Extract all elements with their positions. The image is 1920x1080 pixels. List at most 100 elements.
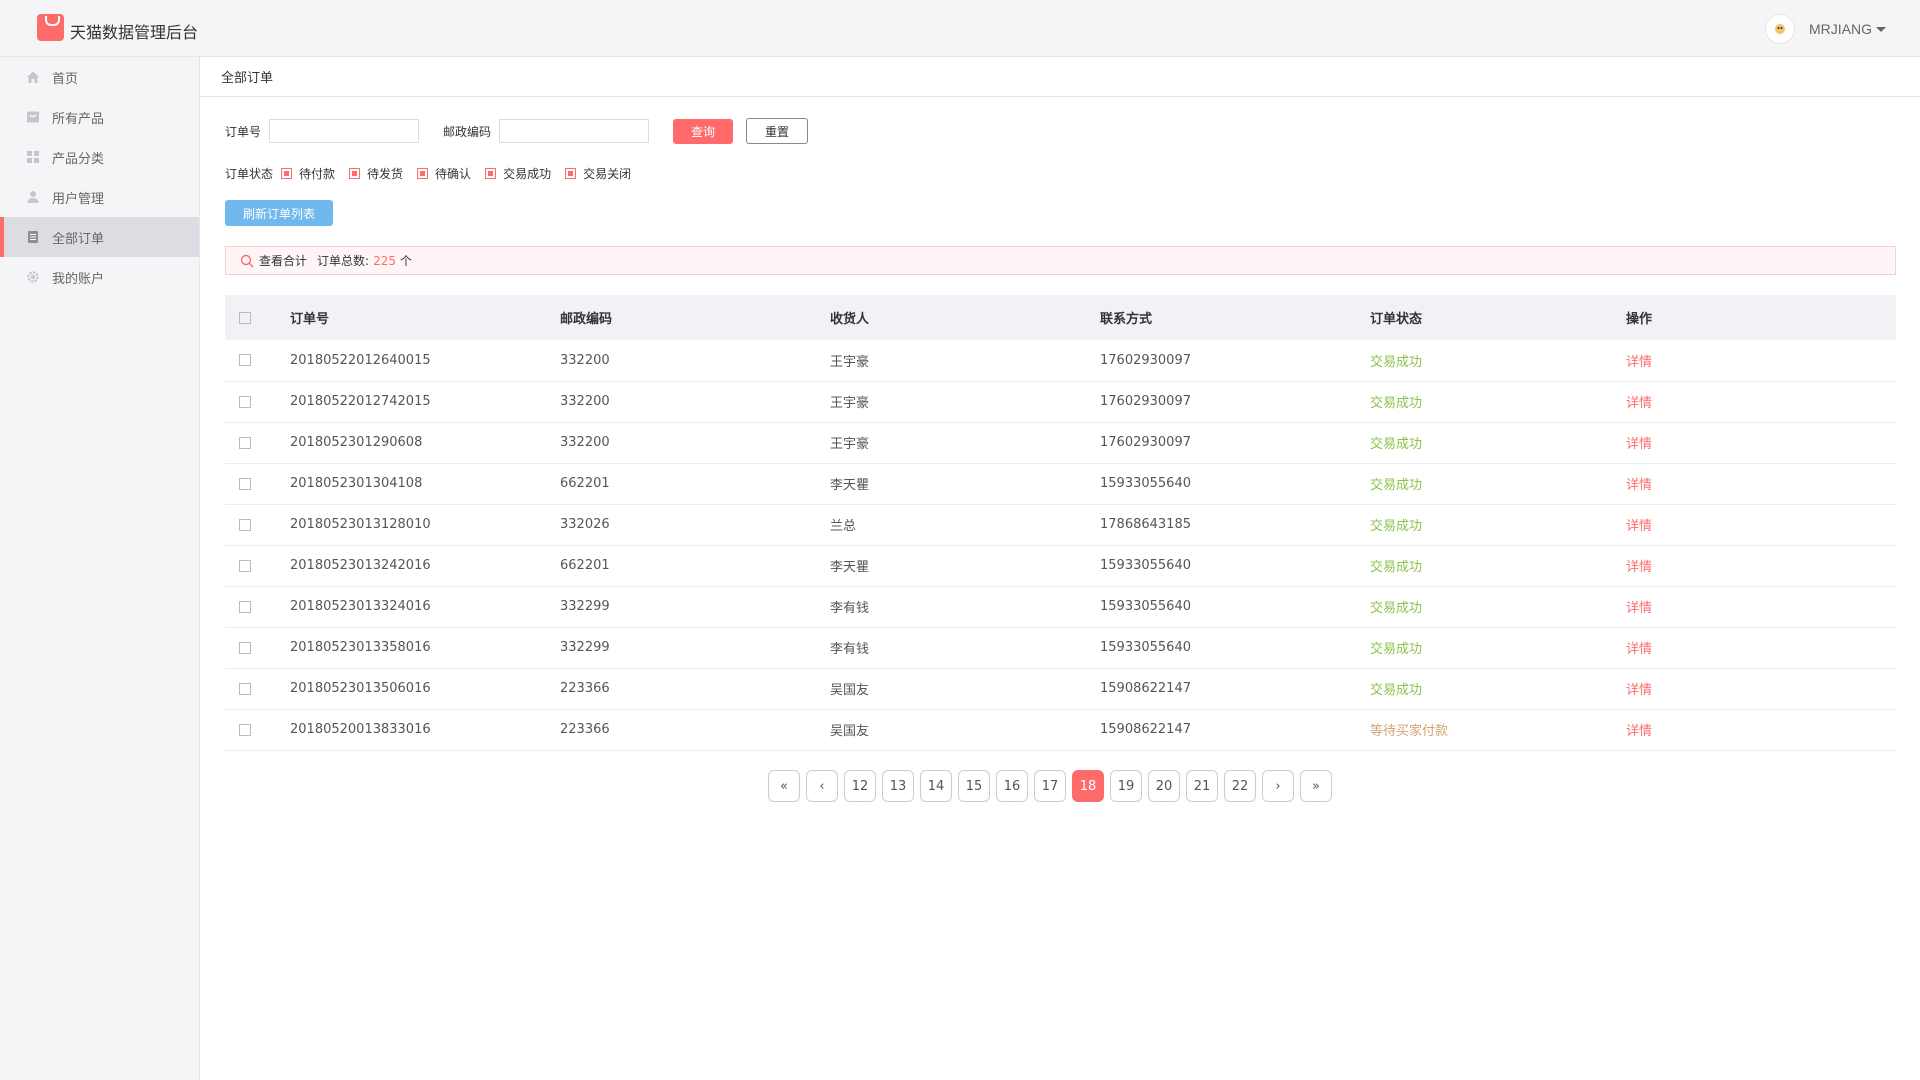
status-cell: 交易成功 — [1370, 683, 1423, 698]
detail-link[interactable]: 详情 — [1626, 683, 1653, 698]
sidebar-item-categories[interactable]: 产品分类 — [0, 137, 199, 177]
filter-form: 订单号 邮政编码 查询 重置 — [225, 118, 809, 144]
avatar-icon — [1775, 24, 1785, 34]
reset-button[interactable]: 重置 — [746, 118, 809, 144]
category-icon — [27, 151, 39, 163]
gear-icon — [27, 271, 39, 283]
detail-link[interactable]: 详情 — [1626, 724, 1653, 739]
zip-cell: 662201 — [560, 476, 610, 491]
caret-down-icon[interactable] — [1876, 26, 1886, 32]
prev-page-button[interactable]: ‹ — [806, 770, 838, 802]
avatar[interactable] — [1765, 14, 1795, 44]
detail-link[interactable]: 详情 — [1626, 478, 1653, 493]
table-row: 20180523013324016 332299 李有钱 15933055640 交易成… — [225, 586, 1896, 627]
status-cell: 交易成功 — [1370, 560, 1423, 575]
page-button[interactable]: 19 — [1110, 770, 1142, 802]
user-menu[interactable]: MRJIANG — [1765, 14, 1886, 44]
zip-cell: 332299 — [560, 599, 610, 614]
page-button[interactable]: 22 — [1224, 770, 1256, 802]
row-checkbox[interactable] — [239, 354, 251, 367]
page-button[interactable]: 21 — [1186, 770, 1218, 802]
status-checkbox-pending-confirm[interactable] — [417, 168, 429, 179]
zip-cell: 332200 — [560, 435, 610, 450]
order-no-input[interactable] — [269, 119, 420, 143]
detail-link[interactable]: 详情 — [1626, 519, 1653, 534]
table-row: 2018052301304108 662201 李天瞿 15933055640 交易成功… — [225, 463, 1896, 504]
status-cell: 等待买家付款 — [1370, 724, 1449, 739]
status-cell: 交易成功 — [1370, 478, 1423, 493]
sidebar-item-account[interactable]: 我的账户 — [0, 257, 199, 297]
page-button[interactable]: 17 — [1034, 770, 1066, 802]
sidebar-item-home[interactable]: 首页 — [0, 57, 199, 97]
detail-link[interactable]: 详情 — [1626, 437, 1653, 452]
last-page-button[interactable]: » — [1300, 770, 1332, 802]
detail-link[interactable]: 详情 — [1626, 601, 1653, 616]
table-row: 20180522012640015 332200 王宇豪 17602930097 交易成… — [225, 340, 1896, 381]
username[interactable]: MRJIANG — [1809, 21, 1872, 37]
status-cell: 交易成功 — [1370, 396, 1423, 411]
status-checkbox-success[interactable] — [485, 168, 497, 179]
row-checkbox[interactable] — [239, 395, 251, 408]
status-checkbox-pending-payment[interactable] — [281, 168, 293, 179]
order-total-unit: 个 — [399, 254, 412, 268]
receiver-cell: 兰总 — [830, 519, 857, 534]
status-cell: 交易成功 — [1370, 642, 1423, 657]
row-checkbox[interactable] — [239, 723, 251, 736]
phone-cell: 15933055640 — [1100, 476, 1191, 491]
status-option: 待确认 — [435, 167, 472, 181]
sidebar-item-users[interactable]: 用户管理 — [0, 177, 199, 217]
next-page-button[interactable]: › — [1262, 770, 1294, 802]
status-checkbox-closed[interactable] — [565, 168, 577, 179]
page-button[interactable]: 12 — [844, 770, 876, 802]
detail-link[interactable]: 详情 — [1626, 560, 1653, 575]
detail-link[interactable]: 详情 — [1626, 354, 1653, 370]
page-button[interactable]: 13 — [882, 770, 914, 802]
order-no-label: 订单号 — [225, 124, 262, 139]
table-header-row: 订单号 邮政编码 收货人 联系方式 订单状态 操作 — [225, 295, 1896, 340]
status-checkbox-pending-shipment[interactable] — [349, 168, 361, 179]
zip-cell: 332200 — [560, 394, 610, 409]
phone-cell: 17602930097 — [1100, 435, 1191, 450]
sidebar-item-label: 用户管理 — [52, 191, 105, 207]
row-checkbox[interactable] — [239, 600, 251, 613]
row-checkbox[interactable] — [239, 477, 251, 490]
select-all-checkbox[interactable] — [239, 311, 251, 324]
order-no-cell: 20180522012640015 — [290, 352, 431, 368]
table-row: 20180523013358016 332299 李有钱 15933055640 交易成… — [225, 627, 1896, 668]
header-zip: 邮政编码 — [560, 312, 613, 327]
search-icon — [240, 254, 254, 267]
summary-bar: 查看合计 订单总数: 225 个 — [225, 246, 1896, 275]
page-button[interactable]: 15 — [958, 770, 990, 802]
home-icon — [27, 71, 39, 83]
detail-link[interactable]: 详情 — [1626, 396, 1653, 411]
status-filter: 订单状态 待付款 待发货 待确认 交易成功 交易关闭 — [225, 165, 637, 182]
row-checkbox[interactable] — [239, 682, 251, 695]
sidebar-item-products[interactable]: 所有产品 — [0, 97, 199, 137]
detail-link[interactable]: 详情 — [1626, 642, 1653, 657]
row-checkbox[interactable] — [239, 518, 251, 531]
sidebar-item-orders[interactable]: 全部订单 — [0, 217, 199, 257]
page-button[interactable]: 18 — [1072, 770, 1104, 802]
receiver-cell: 吴国友 — [830, 724, 870, 739]
query-button[interactable]: 查询 — [673, 118, 734, 144]
receiver-cell: 王宇豪 — [830, 354, 870, 370]
row-checkbox[interactable] — [239, 436, 251, 449]
receiver-cell: 吴国友 — [830, 683, 870, 698]
header-receiver: 收货人 — [830, 312, 870, 327]
page-button[interactable]: 20 — [1148, 770, 1180, 802]
page-button[interactable]: 14 — [920, 770, 952, 802]
row-checkbox[interactable] — [239, 559, 251, 572]
order-total-label: 订单总数: — [317, 254, 370, 268]
table-row: 20180520013833016 223366 吴国友 15908622147 等待买… — [225, 709, 1896, 750]
page-button[interactable]: 16 — [996, 770, 1028, 802]
receiver-cell: 李有钱 — [830, 601, 870, 616]
receiver-cell: 李天瞿 — [830, 478, 870, 493]
first-page-button[interactable]: « — [768, 770, 800, 802]
order-no-cell: 20180523013242016 — [290, 558, 431, 573]
zip-input[interactable] — [499, 119, 650, 143]
refresh-orders-button[interactable]: 刷新订单列表 — [225, 200, 333, 226]
zip-label: 邮政编码 — [443, 124, 492, 139]
table-row: 20180523013242016 662201 李天瞿 15933055640 交易成… — [225, 545, 1896, 586]
zip-cell: 332200 — [560, 352, 610, 368]
row-checkbox[interactable] — [239, 641, 251, 654]
